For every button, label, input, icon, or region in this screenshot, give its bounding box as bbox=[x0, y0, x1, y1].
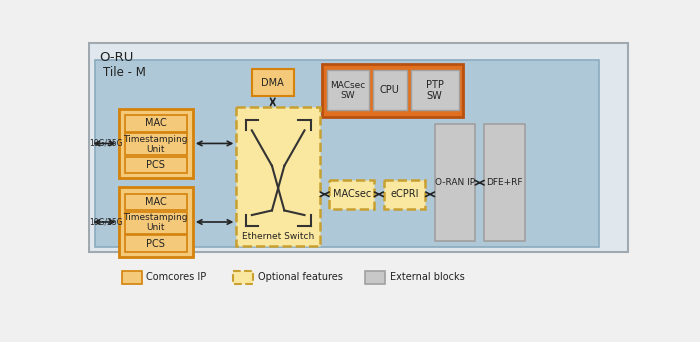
Bar bbox=[411, 70, 458, 110]
Bar bbox=[125, 235, 187, 252]
Text: Timestamping
Unit: Timestamping Unit bbox=[123, 134, 188, 154]
Bar bbox=[95, 60, 599, 247]
Bar bbox=[118, 187, 193, 256]
Text: eCPRI: eCPRI bbox=[390, 189, 419, 199]
Bar bbox=[125, 194, 187, 210]
Text: Timestamping
Unit: Timestamping Unit bbox=[123, 213, 188, 233]
Bar bbox=[365, 271, 385, 284]
Text: PCS: PCS bbox=[146, 239, 165, 249]
Bar bbox=[327, 70, 369, 110]
Text: Optional features: Optional features bbox=[258, 273, 343, 282]
Text: PCS: PCS bbox=[146, 160, 165, 170]
Bar bbox=[372, 70, 407, 110]
Bar bbox=[125, 115, 187, 132]
Text: PTP
SW: PTP SW bbox=[426, 80, 444, 101]
Bar bbox=[484, 124, 524, 241]
Bar bbox=[384, 180, 426, 209]
Bar bbox=[125, 212, 187, 234]
Text: Ethernet Switch: Ethernet Switch bbox=[242, 232, 314, 241]
Text: Tile - M: Tile - M bbox=[103, 66, 146, 79]
Text: DMA: DMA bbox=[261, 78, 284, 88]
Text: MAC: MAC bbox=[145, 197, 167, 207]
Bar bbox=[125, 157, 187, 173]
Text: CPU: CPU bbox=[380, 85, 400, 95]
Text: MAC: MAC bbox=[145, 118, 167, 129]
Bar bbox=[435, 124, 475, 241]
Bar bbox=[252, 69, 294, 96]
Text: DFE+RF: DFE+RF bbox=[486, 178, 523, 187]
Bar bbox=[237, 107, 320, 246]
Text: 10G/25G: 10G/25G bbox=[89, 218, 122, 226]
Text: External blocks: External blocks bbox=[390, 273, 465, 282]
Bar bbox=[322, 64, 463, 117]
Bar bbox=[118, 109, 193, 178]
Text: MACsec
SW: MACsec SW bbox=[330, 81, 365, 100]
Bar bbox=[233, 271, 253, 284]
Text: Comcores IP: Comcores IP bbox=[146, 273, 206, 282]
Text: O-RAN IP: O-RAN IP bbox=[435, 178, 475, 187]
Bar bbox=[329, 180, 375, 209]
Bar bbox=[122, 271, 141, 284]
Bar bbox=[125, 133, 187, 155]
Bar bbox=[89, 43, 628, 252]
Text: 10G/25G: 10G/25G bbox=[89, 139, 122, 148]
Text: O-RU: O-RU bbox=[99, 51, 134, 64]
Text: MACsec: MACsec bbox=[332, 189, 371, 199]
